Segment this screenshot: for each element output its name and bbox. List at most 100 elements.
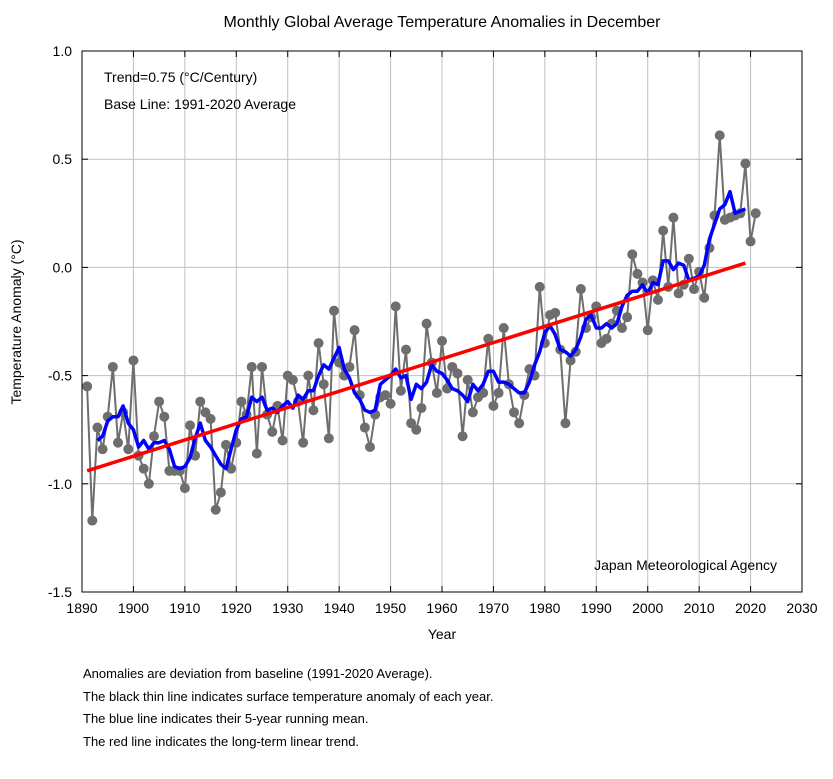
annual-point [385,398,396,409]
annual-point [344,361,355,372]
annual-point [740,158,751,169]
annual-point [488,400,499,411]
annual-point [509,407,519,418]
trend-line [86,261,746,473]
x-tick-label: 2000 [632,600,663,616]
x-tick-label: 1940 [324,600,355,616]
annual-point [257,361,267,372]
annual-point [179,483,190,494]
annual-point [478,387,489,398]
annual-point [195,396,206,407]
annual-point [689,284,699,295]
annual-point [627,249,638,260]
annual-point [149,431,159,442]
running-mean-line [96,189,747,471]
annual-point [560,418,571,429]
annual-point [421,318,432,329]
x-tick-label: 1970 [478,600,509,616]
annual-point [349,325,360,336]
annual-point [359,422,370,433]
source-annotation: Japan Meteorological Agency [594,557,777,573]
annual-point [514,418,525,429]
annual-point [82,381,93,392]
x-tick-label: 2010 [684,600,715,616]
annual-point [401,344,411,355]
trend-annotation: Trend=0.75 (°C/Century) [104,69,257,85]
annual-point [226,463,237,474]
annual-point [138,463,149,474]
annual-point [632,268,643,279]
annual-point [318,379,329,390]
x-tick-label: 2020 [735,600,766,616]
y-axis-ticks: -1.5 -1.0 -0.5 0.0 0.5 1.0 [48,43,802,600]
annual-point [565,355,576,366]
annual-point [483,333,494,344]
annual-point [467,407,478,418]
annual-point [329,305,339,316]
annual-point [246,361,257,372]
annual-point [416,403,427,414]
note-line: The blue line indicates their 5-year run… [83,711,369,726]
x-tick-label: 1900 [118,600,149,616]
annual-point [653,294,663,305]
note-line: Anomalies are deviation from baseline (1… [83,666,433,681]
annual-point [277,435,288,446]
annual-point [493,387,504,398]
annual-point [267,426,278,437]
annual-point [673,288,684,299]
annual-point [452,368,463,379]
annual-point [380,390,391,401]
x-axis-label: Year [428,626,457,642]
y-tick-label: -0.5 [48,368,72,384]
annual-point [622,312,633,323]
annual-point [205,413,216,424]
x-tick-label: 1960 [426,600,457,616]
annual-point [113,437,123,448]
x-tick-label: 1950 [375,600,406,616]
annual-point [308,405,319,416]
annual-point [462,374,473,385]
x-tick-label: 1990 [581,600,612,616]
x-tick-label: 1910 [169,600,200,616]
annual-point [97,444,108,455]
annual-point [601,333,612,344]
annual-point [534,281,545,292]
annual-point [642,325,653,336]
y-tick-label: -1.0 [48,476,72,492]
annual-point [745,236,756,247]
note-line: The black thin line indicates surface te… [83,688,494,704]
y-tick-label: 1.0 [53,43,73,59]
annual-point [92,422,103,433]
annual-point [668,212,679,223]
annual-point [107,361,118,372]
baseline-annotation: Base Line: 1991-2020 Average [104,96,296,112]
annual-point [750,208,761,219]
chart-title: Monthly Global Average Temperature Anoma… [224,14,662,31]
note-line: The red line indicates the long-term lin… [83,733,360,749]
annual-point [159,411,170,422]
annual-point [617,322,627,333]
annual-point [323,433,334,444]
annual-point [637,277,648,288]
y-tick-label: 0.0 [53,259,73,275]
y-axis-label: Temperature Anomaly (°C) [8,239,24,404]
annual-point [365,442,375,453]
annual-point [128,355,139,366]
annual-point [87,515,98,526]
x-axis-ticks: 1890 1900 1910 1920 1930 1940 1950 1960 1970 1980… [66,51,818,616]
annual-point [287,374,298,385]
x-tick-label: 2030 [786,600,817,616]
annual-point [236,396,247,407]
annual-point [437,335,447,346]
notes: Anomalies are deviation from baseline (1… [83,663,493,753]
annual-point [575,284,586,295]
x-tick-label: 1890 [66,600,97,616]
plot-frame [81,50,803,593]
annual-point [431,387,442,398]
x-tick-label: 1980 [529,600,560,616]
running-mean-series [96,189,747,471]
annual-point [303,370,314,381]
annual-point [457,431,468,442]
temperature-anomaly-chart: Monthly Global Average Temperature Anoma… [8,14,818,642]
annual-point [313,338,324,349]
